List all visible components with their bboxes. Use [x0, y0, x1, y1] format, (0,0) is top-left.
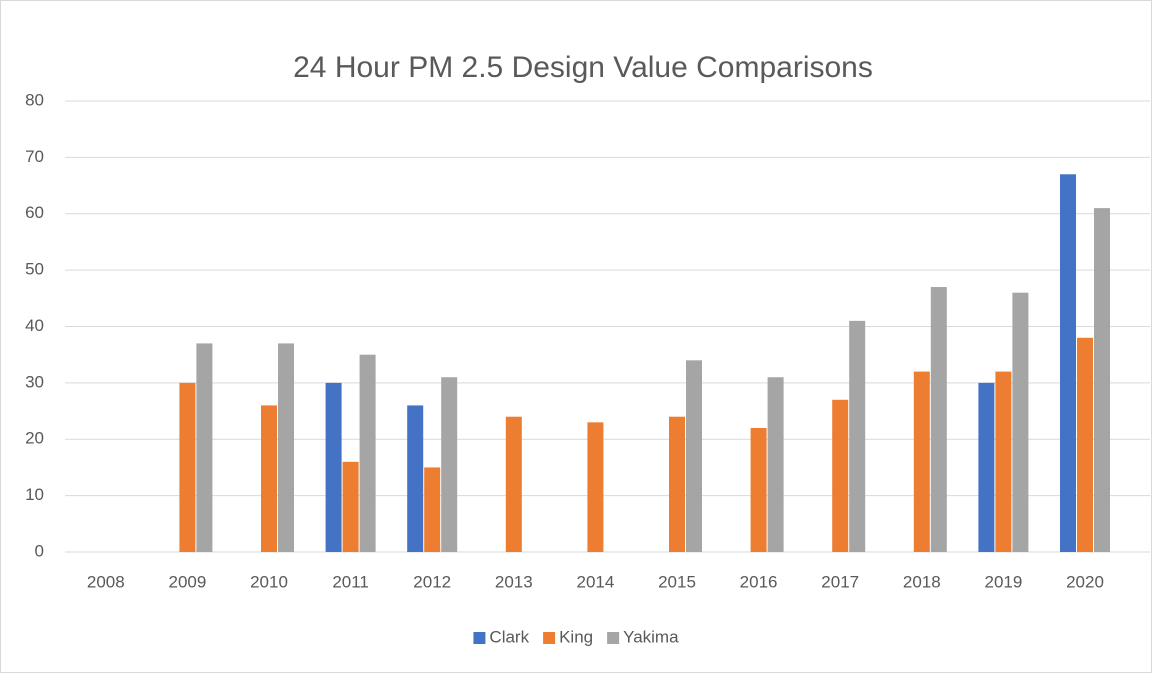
y-tick-label: 70 [25, 147, 44, 166]
bar [424, 467, 441, 552]
x-tick-label: 2017 [821, 572, 859, 591]
legend-swatch [607, 632, 620, 644]
y-tick-label: 80 [25, 90, 44, 109]
legend-label: Yakima [623, 627, 679, 646]
bar [1012, 292, 1029, 552]
legend-swatch [473, 632, 486, 644]
x-tick-label: 2015 [658, 572, 696, 591]
bar [669, 416, 685, 552]
x-tick-label: 2018 [903, 572, 941, 591]
legend-label: King [559, 627, 593, 646]
y-tick-label: 40 [25, 316, 44, 335]
legend-swatch [543, 632, 556, 644]
x-tick-label: 2012 [413, 572, 451, 591]
bar [767, 377, 784, 552]
x-tick-label: 2008 [87, 572, 125, 591]
bar [325, 382, 342, 552]
y-tick-label: 60 [25, 203, 44, 222]
bar [1077, 337, 1093, 552]
bar [1094, 208, 1110, 553]
bar [261, 405, 277, 552]
x-tick-label: 2013 [495, 572, 533, 591]
bar [995, 371, 1012, 552]
y-tick-label: 10 [25, 485, 44, 504]
y-tick-label: 0 [35, 541, 44, 560]
x-tick-label: 2020 [1066, 572, 1104, 591]
bar [930, 287, 947, 552]
bar [849, 320, 866, 552]
legend-label: Clark [489, 627, 529, 646]
x-tick-label: 2014 [576, 572, 614, 591]
bar [441, 377, 458, 552]
bar [587, 422, 604, 552]
bar [913, 371, 930, 552]
bar [359, 354, 376, 552]
bar [1060, 174, 1076, 552]
bar [505, 416, 522, 552]
bar [750, 427, 767, 552]
bar [196, 343, 213, 552]
x-tick-label: 2019 [984, 572, 1022, 591]
bar [407, 405, 424, 552]
bar [342, 461, 359, 552]
x-tick-label: 2011 [332, 572, 369, 591]
y-tick-label: 30 [25, 372, 44, 391]
y-tick-label: 50 [25, 260, 44, 279]
bar [686, 360, 702, 552]
bar [179, 382, 196, 552]
bar [978, 382, 995, 552]
x-tick-label: 2010 [250, 572, 288, 591]
bar [278, 343, 294, 552]
y-tick-label: 20 [25, 429, 44, 448]
bar [832, 399, 849, 552]
x-tick-label: 2009 [168, 572, 206, 591]
chart-title: 24 Hour PM 2.5 Design Value Comparisons [293, 51, 873, 84]
x-tick-label: 2016 [740, 572, 778, 591]
